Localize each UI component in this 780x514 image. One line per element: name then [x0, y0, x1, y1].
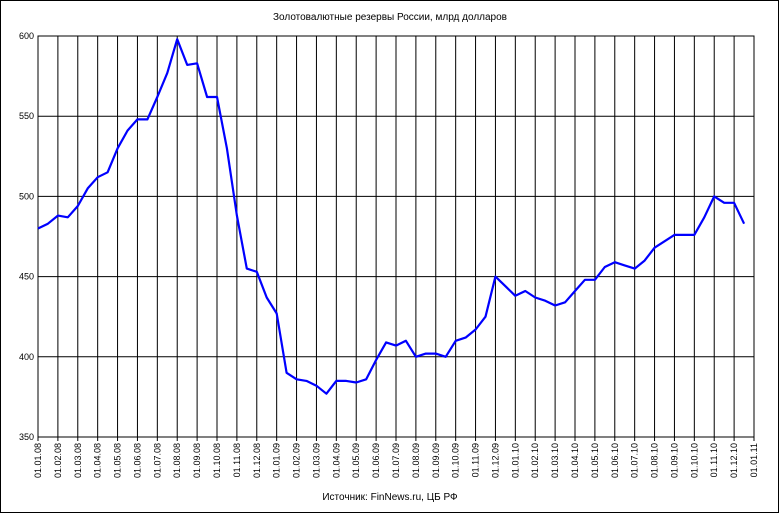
- source: Источник: FinNews.ru, ЦБ РФ: [322, 492, 458, 503]
- x-tick-label: 01.02.08: [53, 443, 63, 478]
- y-tick-label: 550: [19, 111, 34, 121]
- x-tick-label: 01.06.09: [371, 443, 381, 478]
- x-tick-label: 01.01.08: [33, 443, 43, 478]
- x-tick-label: 01.03.09: [311, 443, 321, 478]
- x-tick-label: 01.11.09: [471, 443, 481, 477]
- x-tick-label: 01.04.08: [93, 443, 103, 478]
- x-tick-label: 01.05.08: [113, 443, 123, 478]
- x-tick-label: 01.10.08: [212, 443, 222, 478]
- data-line: [37, 38, 746, 395]
- x-tick-label: 01.08.09: [411, 443, 421, 478]
- x-tick-label: 01.12.09: [490, 443, 500, 478]
- x-tick-label: 01.08.08: [172, 443, 182, 478]
- x-tick-label: 01.01.09: [272, 443, 282, 478]
- x-tick-label: 01.01.10: [510, 443, 520, 478]
- x-tick-label: 01.04.10: [570, 443, 580, 478]
- x-tick-label: 01.03.08: [73, 443, 83, 478]
- x-tick-label: 01.09.09: [431, 443, 441, 478]
- x-tick-label: 01.07.09: [391, 443, 401, 478]
- x-tick-label: 01.09.08: [192, 443, 202, 478]
- x-tick-label: 01.12.08: [252, 443, 262, 478]
- x-tick-label: 01.09.10: [669, 443, 679, 478]
- y-tick-label: 400: [19, 352, 34, 362]
- x-tick-label: 01.02.10: [530, 443, 540, 478]
- x-tick-label: 01.12.10: [729, 443, 739, 478]
- x-tick-label: 01.07.08: [152, 443, 162, 478]
- x-tick-label: 01.10.10: [689, 443, 699, 478]
- x-tick-label: 01.05.09: [351, 443, 361, 478]
- x-tick-label: 01.06.08: [132, 443, 142, 478]
- x-tick-label: 01.03.10: [550, 443, 560, 478]
- chart-title: Золотовалютные резервы России, млрд долл…: [273, 12, 507, 23]
- x-tick-label: 01.11.10: [709, 443, 719, 477]
- x-tick-label: 01.05.10: [590, 443, 600, 478]
- x-tick-label: 01.06.10: [610, 443, 620, 478]
- x-tick-label: 01.07.10: [630, 443, 640, 478]
- x-tick-label: 01.08.10: [650, 443, 660, 478]
- y-tick-label: 350: [19, 432, 34, 442]
- x-tick-label: 01.10.09: [451, 443, 461, 478]
- y-tick-label: 500: [19, 191, 34, 201]
- y-tick-label: 450: [19, 272, 34, 282]
- y-tick-label: 600: [19, 31, 34, 41]
- x-tick-label: 01.04.09: [331, 443, 341, 478]
- x-tick-label: 01.02.09: [292, 443, 302, 478]
- x-tick-label: 01.01.11: [749, 443, 759, 477]
- x-tick-label: 01.11.08: [232, 443, 242, 477]
